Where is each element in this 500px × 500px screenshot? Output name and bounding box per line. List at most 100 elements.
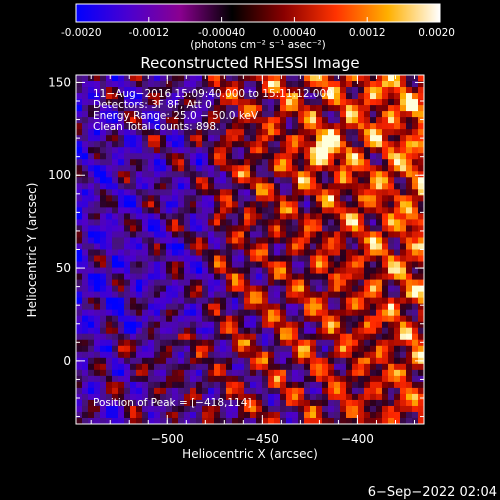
heatmap-cell [418, 225, 424, 232]
heatmap-cell [214, 213, 221, 220]
heatmap-cell [406, 363, 413, 371]
heatmap-cell [172, 351, 179, 359]
heatmap-cell [238, 189, 245, 196]
heatmap-cell [376, 375, 383, 383]
heatmap-cell [412, 243, 419, 250]
heatmap-cell [76, 165, 83, 172]
heatmap-cell [124, 141, 131, 148]
heatmap-cell [322, 243, 329, 250]
heatmap-cell [142, 87, 149, 94]
heatmap-cell [394, 135, 401, 142]
heatmap-cell [388, 315, 395, 323]
heatmap-cell [88, 309, 95, 317]
colorbar-tick-label: -0.0020 [61, 27, 102, 39]
heatmap-cell [394, 255, 401, 262]
heatmap-cell [268, 159, 275, 166]
heatmap-cell [304, 165, 311, 172]
heatmap-cell [286, 87, 293, 94]
heatmap-cell [184, 135, 191, 142]
heatmap-cell [196, 345, 203, 353]
heatmap-cell [322, 249, 329, 256]
heatmap-cell [136, 333, 143, 341]
heatmap-cell [412, 255, 419, 262]
heatmap-cell [376, 285, 383, 293]
heatmap-cell [190, 141, 197, 148]
heatmap-cell [364, 399, 371, 407]
heatmap-cell [196, 327, 203, 335]
heatmap-cell [256, 75, 263, 82]
heatmap-cell [166, 201, 173, 208]
heatmap-cell [208, 75, 215, 82]
heatmap-cell [244, 225, 251, 232]
heatmap-cell [364, 255, 371, 262]
heatmap-cell [214, 177, 221, 184]
heatmap-cell [202, 99, 209, 106]
heatmap-cell [298, 93, 305, 100]
heatmap-cell [316, 327, 323, 335]
heatmap-cell [166, 333, 173, 341]
heatmap-cell [88, 255, 95, 262]
heatmap-cell [346, 417, 353, 424]
heatmap-cell [340, 261, 347, 268]
heatmap-cell [208, 297, 215, 305]
heatmap-cell [346, 183, 353, 190]
heatmap-cell [112, 381, 119, 389]
heatmap-cell [364, 297, 371, 305]
heatmap-cell [292, 315, 299, 323]
heatmap-cell [226, 237, 233, 244]
heatmap-cell [256, 411, 263, 419]
heatmap-cell [382, 219, 389, 226]
heatmap-cell [376, 297, 383, 305]
heatmap-cell [310, 399, 317, 407]
heatmap-cell [100, 333, 107, 341]
heatmap-cell [340, 381, 347, 389]
heatmap-cell [340, 195, 347, 202]
heatmap-cell [304, 207, 311, 214]
heatmap-cell [202, 315, 209, 323]
heatmap-cell [418, 123, 424, 130]
heatmap-cell [106, 399, 113, 407]
heatmap-cell [262, 225, 269, 232]
heatmap-cell [100, 153, 107, 160]
heatmap-cell [148, 93, 155, 100]
heatmap-cell [394, 279, 401, 287]
heatmap-cell [268, 195, 275, 202]
heatmap-cell [160, 345, 167, 353]
heatmap-cell [94, 375, 101, 383]
heatmap-cell [250, 105, 257, 112]
heatmap-cell [406, 123, 413, 130]
heatmap-cell [304, 243, 311, 250]
heatmap-cell [418, 207, 424, 214]
heatmap-cell [166, 291, 173, 299]
heatmap-cell [142, 99, 149, 106]
y-tick-label: 100 [48, 168, 71, 182]
heatmap-cell [202, 243, 209, 250]
heatmap-cell [226, 99, 233, 106]
heatmap-cell [190, 261, 197, 268]
heatmap-cell [316, 129, 323, 136]
heatmap-cell [382, 405, 389, 413]
heatmap-cell [292, 387, 299, 395]
heatmap-cell [232, 267, 239, 274]
heatmap-cell [142, 357, 149, 365]
heatmap-cell [256, 129, 263, 136]
heatmap-cell [196, 303, 203, 311]
heatmap-cell [190, 75, 197, 82]
colorbar-tick-label: 0.00040 [273, 27, 316, 39]
heatmap-cell [190, 117, 197, 124]
heatmap-cell [124, 267, 131, 274]
heatmap-cell [166, 297, 173, 305]
heatmap-cell [232, 219, 239, 226]
heatmap-cell [400, 81, 407, 88]
heatmap-cell [76, 321, 83, 329]
heatmap-cell [352, 117, 359, 124]
heatmap-cell [298, 267, 305, 274]
heatmap-cell [406, 387, 413, 395]
heatmap-cell [124, 291, 131, 299]
heatmap-cell [238, 177, 245, 184]
heatmap-cell [364, 117, 371, 124]
heatmap-cell [400, 411, 407, 419]
heatmap-cell [310, 93, 317, 100]
heatmap-cell [388, 363, 395, 371]
heatmap-cell [118, 381, 125, 389]
